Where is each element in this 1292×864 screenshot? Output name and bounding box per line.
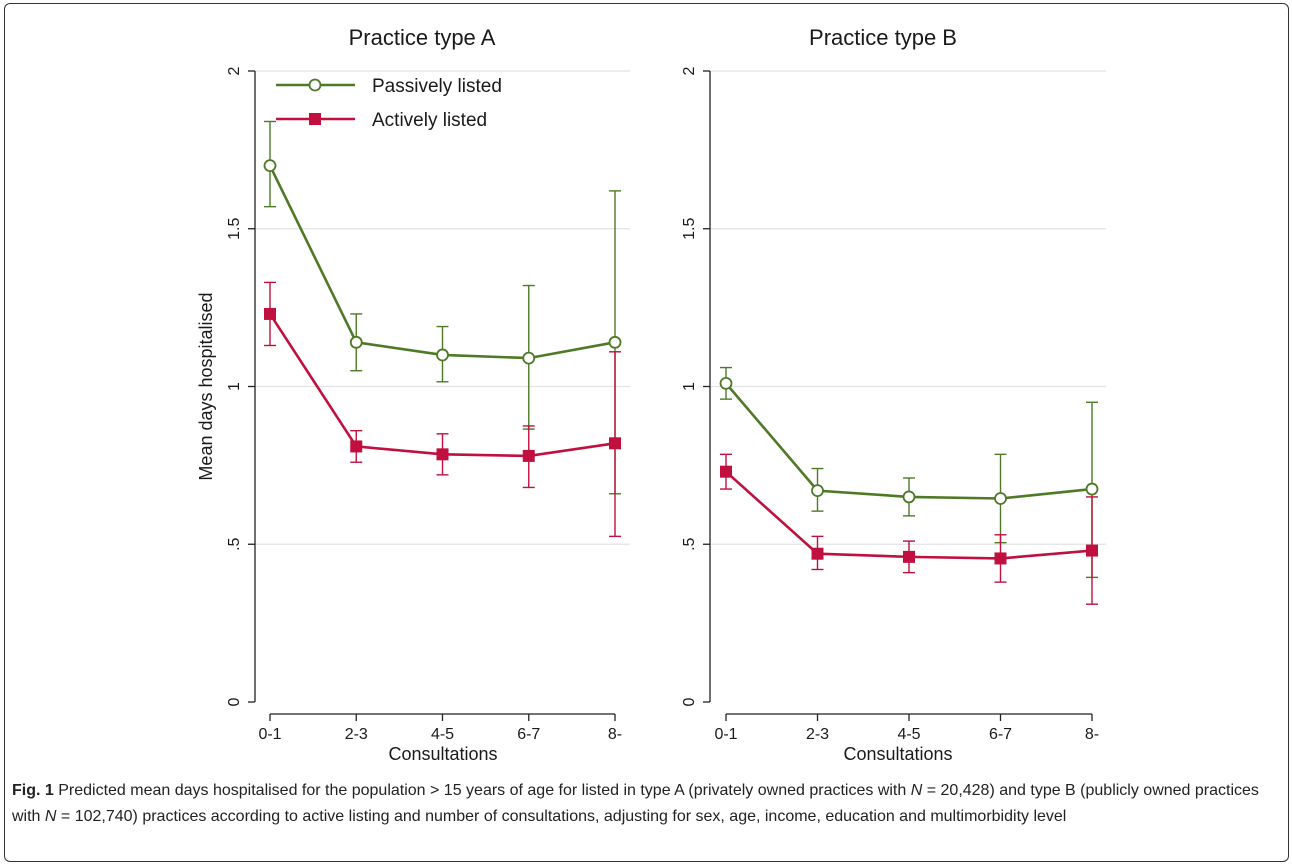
legend-marker <box>309 113 321 125</box>
x-tick-label: 6-7 <box>517 726 540 743</box>
y-tick-label: 2 <box>681 66 698 75</box>
x-tick-label: 4-5 <box>431 726 454 743</box>
y-tick-label: 1.5 <box>226 218 243 240</box>
x-tick-label: 0-1 <box>258 726 281 743</box>
y-tick-label: 2 <box>226 66 243 75</box>
chart-panel-1: 0 .5 1 1.5 2 0-1 2-3 4-5 6-7 8- Practice type A Con… <box>196 25 630 764</box>
legend-label: Actively listed <box>372 110 487 131</box>
x-tick-label: 6-7 <box>989 726 1012 743</box>
data-point <box>902 490 916 504</box>
data-point <box>719 376 733 390</box>
figure-label: Fig. 1 <box>12 782 54 799</box>
figure-frame <box>4 3 1289 862</box>
caption-text-3: = 102,740) practices according to active… <box>56 808 1067 825</box>
figure-caption: Fig. 1 Predicted mean days hospitalised … <box>12 778 1280 830</box>
data-point <box>811 547 824 560</box>
data-point <box>349 335 363 349</box>
data-point <box>609 437 621 450</box>
data-point <box>436 348 449 362</box>
data-point <box>522 449 535 462</box>
data-point <box>264 307 276 320</box>
y-tick-label: .5 <box>681 537 698 550</box>
y-tick-label: 0 <box>681 697 698 706</box>
legend-marker <box>308 78 322 92</box>
x-tick-label: 8- <box>1085 726 1099 743</box>
caption-text-2: = 20,428) and type B (publicly owned pra… <box>12 782 1259 825</box>
data-point <box>350 440 363 453</box>
caption-n-symbol-2: N <box>44 808 57 825</box>
legend: Passively listed Actively listed <box>276 76 502 131</box>
x-axis-title: Consultations <box>843 744 952 764</box>
data-point <box>436 448 449 461</box>
legend-label: Passively listed <box>372 76 502 97</box>
x-tick-label: 2-3 <box>806 726 829 743</box>
panel-title: Practice type A <box>349 25 496 50</box>
data-point <box>1085 482 1099 496</box>
series-2 <box>264 281 621 538</box>
data-point <box>720 465 732 478</box>
panel-title: Practice type B <box>809 25 957 50</box>
y-axis-title: Mean days hospitalised <box>196 292 216 480</box>
y-tick-label: 0 <box>226 697 243 706</box>
series-1 <box>263 120 622 495</box>
y-tick-label: 1 <box>681 382 698 391</box>
figure-chart-area: 0.511.520-1 2-3 4-5 6-7 8-Practice type ACon… <box>196 25 1106 764</box>
data-point <box>903 550 915 563</box>
data-point <box>522 351 536 365</box>
series-2 <box>720 453 1098 605</box>
data-point <box>263 159 277 173</box>
y-tick-label: .5 <box>226 537 243 550</box>
x-tick-label: 2-3 <box>345 726 368 743</box>
y-tick-label: 1 <box>226 382 243 391</box>
chart-panel-2: 0 .5 1 1.5 2 0-1 2-3 4-5 6-7 8- Practice type B Con… <box>681 25 1106 764</box>
series-1 <box>719 366 1099 579</box>
x-tick-label: 0-1 <box>714 726 737 743</box>
data-point <box>608 335 622 349</box>
data-point <box>811 484 824 498</box>
y-tick-label: 1.5 <box>681 218 698 240</box>
data-point <box>1086 544 1098 557</box>
x-axis-title: Consultations <box>388 744 497 764</box>
x-tick-label: 8- <box>608 726 622 743</box>
caption-n-symbol-1: N <box>910 782 923 799</box>
data-point <box>994 552 1007 565</box>
caption-text-1: Predicted mean days hospitalised for the… <box>53 782 911 799</box>
data-point <box>994 492 1007 505</box>
x-tick-label: 4-5 <box>897 726 920 743</box>
